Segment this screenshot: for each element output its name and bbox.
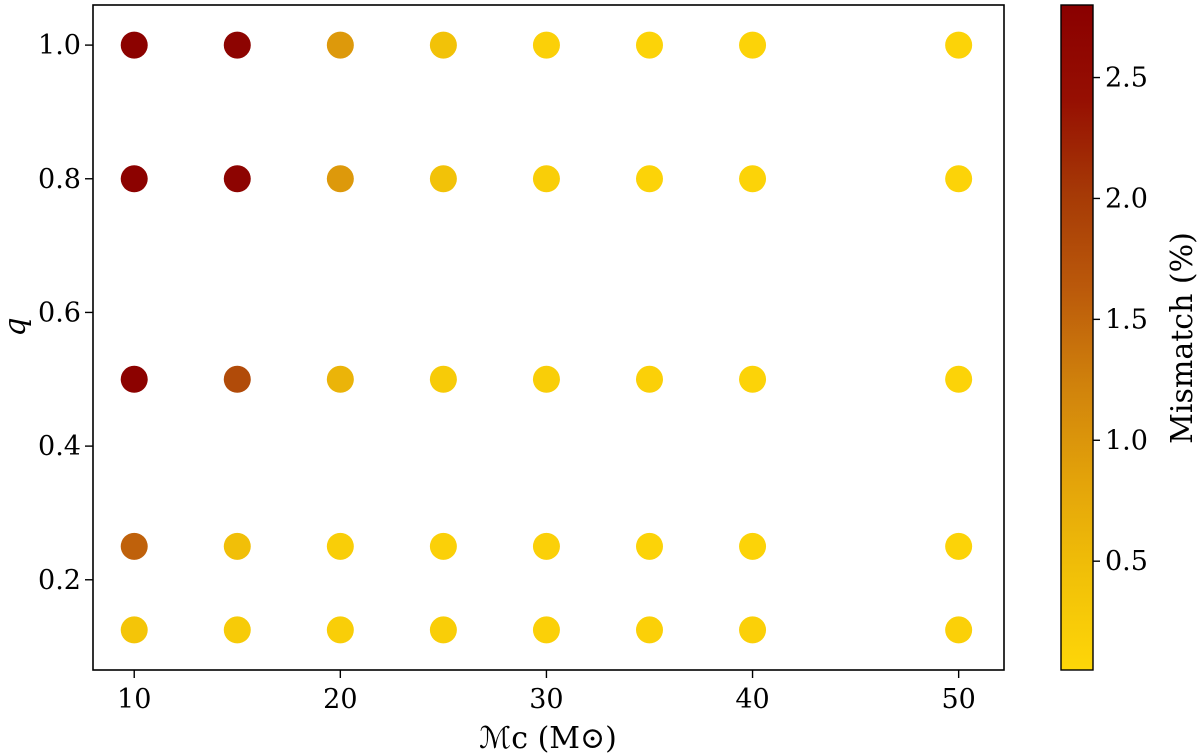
y-tick-label: 0.6	[38, 297, 81, 328]
data-point	[223, 31, 251, 59]
data-point	[429, 616, 457, 644]
data-point	[739, 365, 767, 393]
data-point	[739, 165, 767, 193]
y-tick-label: 1.0	[38, 30, 81, 61]
x-tick-label: 30	[529, 684, 563, 715]
data-point	[739, 31, 767, 59]
x-axis: 10 20 30 40 50	[117, 670, 976, 715]
data-point	[532, 532, 560, 560]
data-point	[532, 31, 560, 59]
x-tick-label: 10	[117, 684, 151, 715]
y-axis-label: q	[0, 317, 33, 336]
colorbar-tick-label: 1.5	[1105, 304, 1148, 335]
data-point	[223, 532, 251, 560]
data-point	[326, 532, 354, 560]
data-point	[429, 365, 457, 393]
data-point	[120, 365, 148, 393]
data-point	[326, 616, 354, 644]
x-tick-label: 40	[735, 684, 769, 715]
x-tick-label: 20	[323, 684, 357, 715]
y-tick-label: 0.2	[38, 565, 81, 596]
colorbar-tick-label: 0.5	[1105, 546, 1148, 577]
data-point	[532, 165, 560, 193]
data-point	[945, 365, 973, 393]
data-point	[429, 31, 457, 59]
colorbar: 0.5 1.0 1.5 2.0 2.5 Mismatch (%)	[1060, 4, 1200, 671]
data-point	[429, 532, 457, 560]
data-point	[945, 165, 973, 193]
data-point	[532, 365, 560, 393]
data-point	[326, 365, 354, 393]
colorbar-gradient	[1060, 4, 1094, 671]
data-point	[635, 165, 663, 193]
data-point	[945, 31, 973, 59]
plot-area	[92, 4, 1005, 671]
y-axis: 0.2 0.4 0.6 0.8 1.0	[38, 30, 93, 596]
data-point	[635, 616, 663, 644]
data-point	[532, 616, 560, 644]
y-tick-label: 0.4	[38, 431, 81, 462]
data-point	[326, 165, 354, 193]
points-layer	[120, 31, 973, 644]
data-point	[223, 365, 251, 393]
data-point	[739, 616, 767, 644]
data-point	[120, 31, 148, 59]
data-point	[326, 31, 354, 59]
y-tick-label: 0.8	[38, 164, 81, 195]
data-point	[120, 532, 148, 560]
x-tick-label: 50	[941, 684, 975, 715]
colorbar-tick-label: 2.0	[1105, 183, 1148, 214]
data-point	[635, 31, 663, 59]
data-point	[635, 365, 663, 393]
data-point	[223, 616, 251, 644]
data-point	[223, 165, 251, 193]
data-point	[739, 532, 767, 560]
data-point	[945, 616, 973, 644]
colorbar-ticks: 0.5 1.0 1.5 2.0 2.5	[1093, 63, 1148, 577]
data-point	[120, 165, 148, 193]
colorbar-label: Mismatch (%)	[1165, 232, 1200, 444]
data-point	[945, 532, 973, 560]
colorbar-tick-label: 2.5	[1105, 63, 1148, 94]
x-axis-label: ℳc (M⊙)	[479, 721, 617, 754]
data-point	[429, 165, 457, 193]
data-point	[635, 532, 663, 560]
data-point	[120, 616, 148, 644]
colorbar-tick-label: 1.0	[1105, 425, 1148, 456]
